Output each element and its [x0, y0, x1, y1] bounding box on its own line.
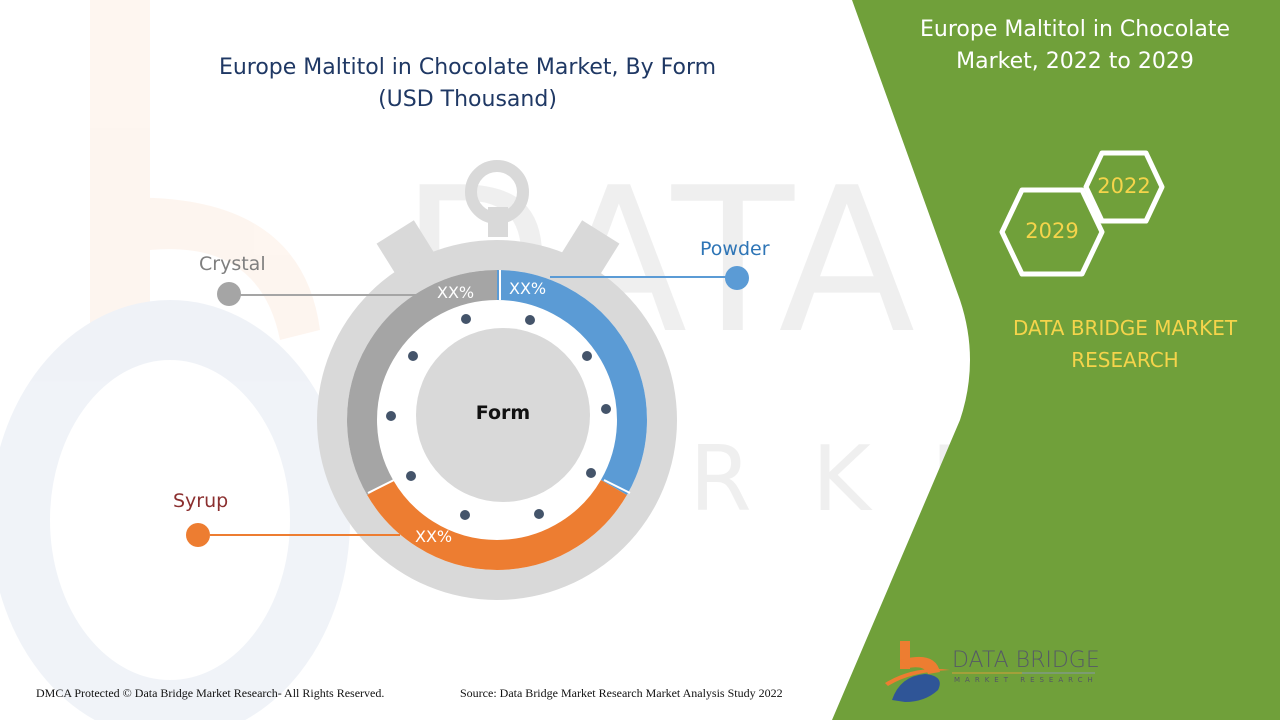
- brand-text: DATA BRIDGE MARKET RESEARCH: [990, 312, 1260, 376]
- center-circle: [416, 328, 590, 502]
- value-label-powder: XX%: [509, 279, 547, 298]
- tick-dots: [386, 314, 611, 520]
- brand-line2: RESEARCH: [1071, 348, 1179, 372]
- value-label-crystal: XX%: [437, 283, 475, 302]
- panel-title-line1: Europe Maltitol in Chocolate: [920, 17, 1230, 42]
- brand-line1: DATA BRIDGE MARKET: [1012, 316, 1238, 340]
- legend-label-syrup: Syrup: [173, 490, 229, 512]
- chart-title-line2: (USD Thousand): [378, 87, 557, 112]
- legend-label-powder: Powder: [700, 238, 770, 260]
- legend-label-crystal: Crystal: [199, 253, 266, 275]
- logo-name: DATA BRIDGE: [952, 648, 1100, 673]
- footer-copyright: DMCA Protected © Data Bridge Market Rese…: [36, 686, 385, 700]
- donut-segments: [347, 270, 647, 570]
- panel-title: Europe Maltitol in Chocolate Market, 202…: [900, 14, 1250, 78]
- center-label: Form: [475, 402, 531, 424]
- green-panel: [832, 0, 1280, 720]
- callouts: [186, 266, 749, 547]
- hexagons: [999, 150, 1165, 277]
- year-start-badge: 2022: [1097, 174, 1151, 198]
- logo-subtitle: MARKET RESEARCH: [954, 676, 1098, 684]
- panel-title-line2: Market, 2022 to 2029: [956, 49, 1194, 74]
- footer-source: Source: Data Bridge Market Research Mark…: [460, 686, 783, 700]
- chart-title-line1: Europe Maltitol in Chocolate Market, By …: [218, 55, 717, 80]
- data-bridge-logo-mark: [885, 641, 1095, 702]
- value-label-syrup: XX%: [415, 527, 453, 546]
- chart-title: Europe Maltitol in Chocolate Market, By …: [180, 52, 755, 116]
- year-end-badge: 2029: [1025, 219, 1079, 243]
